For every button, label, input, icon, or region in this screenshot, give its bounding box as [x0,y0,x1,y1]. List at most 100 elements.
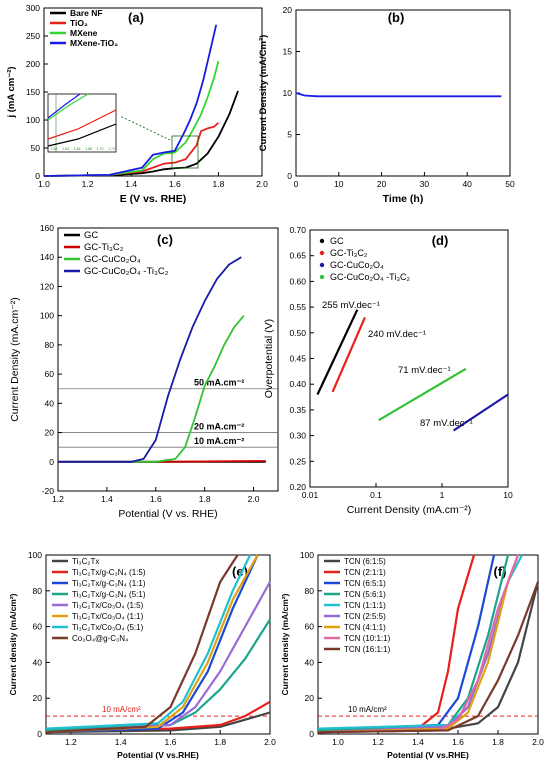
x-tick-label: 0.01 [302,490,319,500]
plot-frame [317,554,539,735]
y-tick-label: 5 [287,130,292,140]
reference-line-label: 20 mA.cm⁻² [194,422,244,432]
legend-marker [319,274,325,280]
legend-marker [319,262,325,268]
series-line [316,309,359,395]
x-axis-label: E (V vs. RHE) [120,193,187,205]
legend-marker [319,250,325,256]
reference-line-label: 10 mA/cm² [348,705,387,714]
series-line [331,316,366,393]
x-tick-label: 1.4 [125,179,137,189]
legend-label: TCN (6:5:1) [344,579,386,588]
inset-tick-label: 1.68 [85,147,92,151]
y-tick-label: 0.30 [289,431,306,441]
y-tick-label: 0.70 [289,225,306,235]
x-tick-label: 0 [294,179,299,189]
reference-line-label: 10 mA/cm² [102,705,141,714]
series-line [58,315,245,463]
panel-d: 0.01 0.1 1 10 0.20 0.25 0.30 0.35 0.40 0.45 0.50 0.… [263,225,513,516]
panel-f: 10 mA/cm² 1.0 1.2 1.4 1.6 1.8 2.0 0 20 40 60 80 100 P… [280,550,544,760]
y-axis-label: Current density (mA/cm²) [280,593,290,695]
x-tick-label: 20 [377,179,387,189]
x-tick-label: 2.0 [256,179,268,189]
x-tick-label: 40 [462,179,472,189]
legend-label: GC [330,236,344,246]
series-line [45,554,239,734]
legend-label: TCN (4:1:1) [344,623,386,632]
x-tick-label: 1.6 [150,494,162,504]
legend-label: MXene [70,28,98,38]
zoom-arrow [119,115,171,141]
inset-tick-label: 1.64 [62,147,69,151]
y-tick-label: 0 [287,171,292,181]
y-tick-label: 0 [35,171,40,181]
slope-annotation: 71 mV.dec⁻¹ [398,365,451,376]
series-line [58,256,242,463]
legend-label: TCN (1:1:1) [344,601,386,610]
y-tick-label: 0.25 [289,456,306,466]
legend-label: GC-CuCo₂O₄ [84,254,141,265]
series-line [452,393,509,432]
x-tick-label: 1.6 [452,737,464,747]
y-tick-label: 0.60 [289,276,306,286]
x-tick-label: 1.4 [115,737,127,747]
legend-label: Ti₃C₂Tx/g-C₃N₄ (1:5) [72,568,146,577]
y-tick-label: 40 [305,657,315,667]
panel-a: 1.0 1.2 1.4 1.6 1.8 2.0 0 50 100 150 200 250 300 E (V… [6,3,268,205]
y-tick-label: 20 [305,693,315,703]
reference-line-label: 10 mA.cm⁻² [194,436,244,446]
inset-tick-label: 1.70 [97,147,104,151]
x-tick-label: 1.6 [169,179,181,189]
panel-label: (a) [128,10,144,25]
panel-label: (c) [157,232,173,247]
x-tick-label: 2.0 [248,494,260,504]
y-tick-label: 100 [300,550,314,560]
legend-label: GC-CuCo₂O₄ -Ti₃C₂ [84,266,169,277]
x-tick-label: 1.8 [212,179,224,189]
y-tick-label: 0.20 [289,482,306,492]
y-axis-label: j (mA cm⁻²) [6,66,17,118]
x-tick-label: 1.4 [101,494,113,504]
inset-curve [47,93,81,119]
panel-label: (b) [388,10,405,25]
y-tick-label: 250 [26,31,40,41]
x-tick-label: 1.0 [332,737,344,747]
inset-tick-label: 1.66 [74,147,81,151]
y-tick-label: 60 [45,369,55,379]
x-tick-label: 30 [420,179,430,189]
legend-label: GC-Ti₃C₂ [330,248,368,258]
inset-tick-label: 1.62 [51,147,58,151]
y-tick-label: 60 [305,622,315,632]
inset-tick-label: 1.72 [108,147,115,151]
y-tick-label: -20 [42,486,55,496]
x-tick-label: 1.8 [214,737,226,747]
y-tick-label: 0.65 [289,251,306,261]
y-tick-label: 160 [40,223,54,233]
series-line [317,581,540,734]
series-line [43,60,220,177]
legend-label: TCN (5:6:1) [344,590,386,599]
x-tick-label: 10 [334,179,344,189]
series-line [45,711,271,734]
y-tick-label: 200 [26,59,40,69]
x-tick-label: 2.0 [532,737,544,747]
panel-e: 10 mA/cm² 1.2 1.4 1.6 1.8 2.0 0 20 40 60 80 100 Pote… [8,550,276,760]
legend-label: TiO₂ [70,18,88,28]
y-tick-label: 100 [26,115,40,125]
legend-label: MXene-TiO₂ [70,38,118,48]
x-tick-label: 1.0 [38,179,50,189]
legend-label: TCN (6:1:5) [344,557,386,566]
x-tick-label: 1.8 [199,494,211,504]
series-line [43,24,218,177]
panel-b: 0 10 20 30 40 50 0 5 10 15 20 Time (h) Current Densi… [258,5,515,205]
legend-label: GC-CuCo₂O₄ [330,260,384,270]
y-tick-label: 300 [26,3,40,13]
y-tick-label: 0.35 [289,405,306,415]
y-tick-label: 40 [33,657,43,667]
y-tick-label: 80 [305,586,315,596]
y-tick-label: 80 [33,586,43,596]
y-tick-label: 0 [37,729,42,739]
y-tick-label: 0.55 [289,302,306,312]
reference-line-label: 50 mA.cm⁻² [194,378,244,388]
